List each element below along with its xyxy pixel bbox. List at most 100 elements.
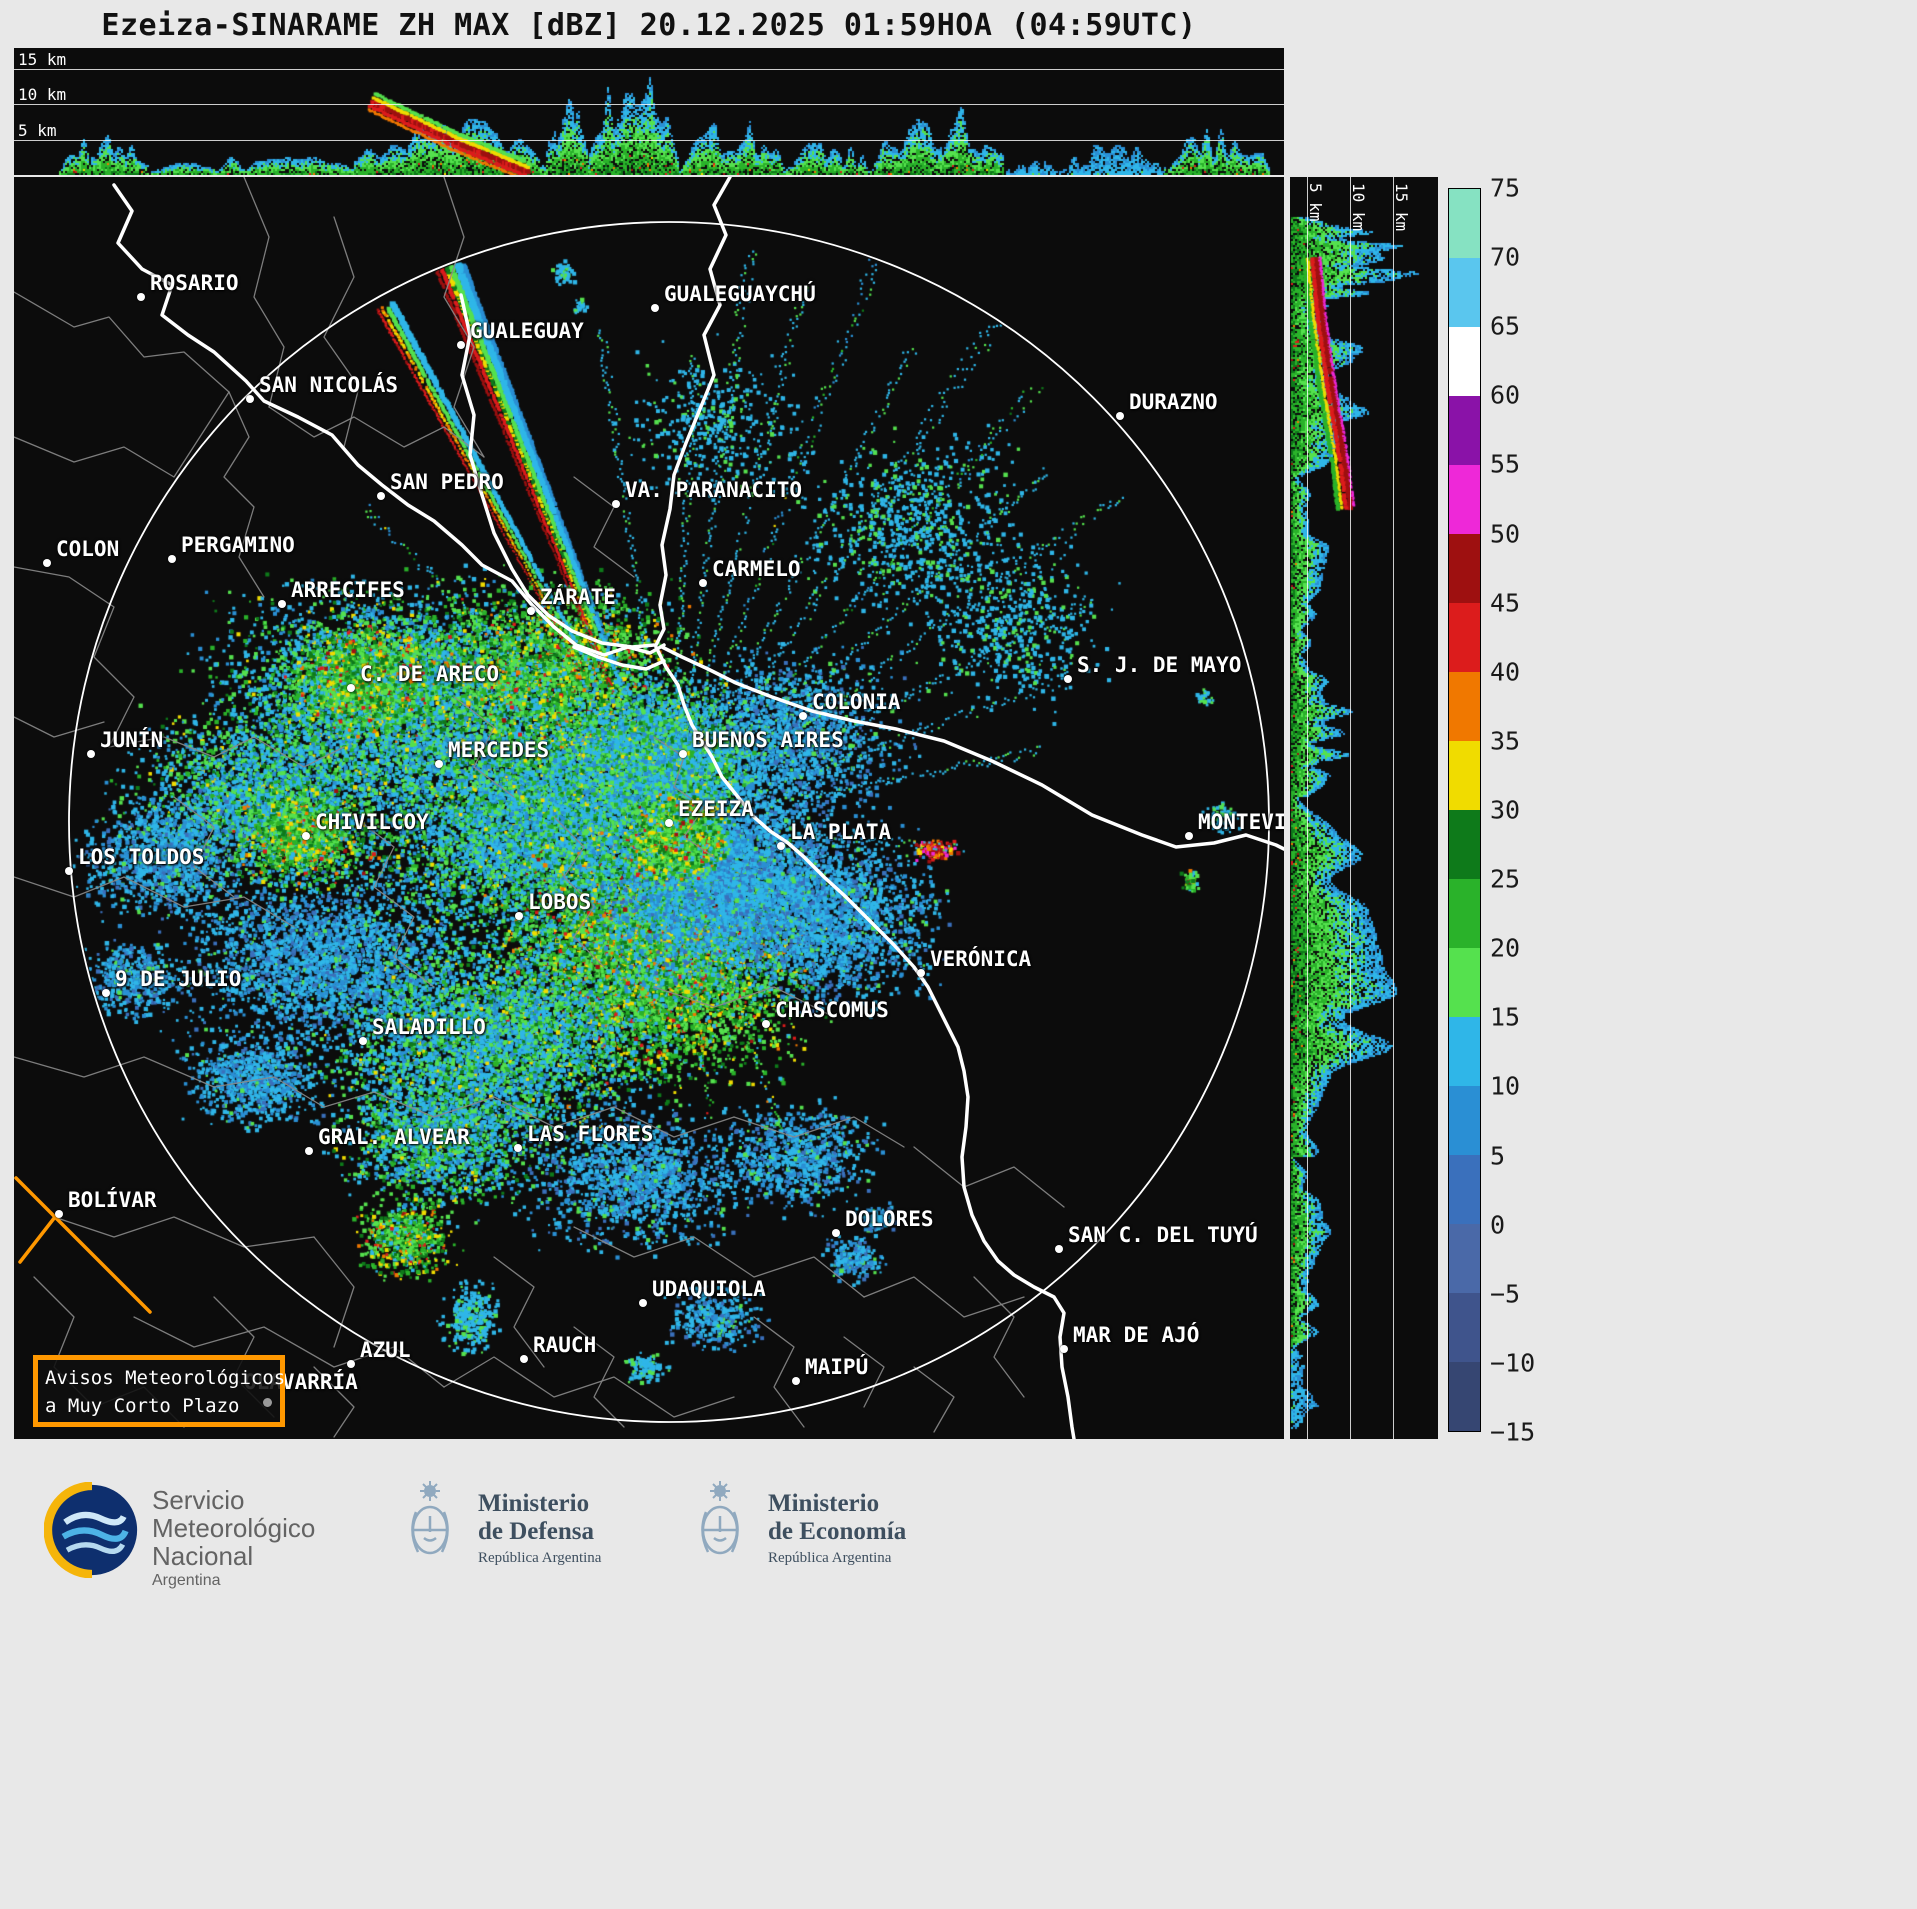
- colorbar-segment: [1449, 1224, 1480, 1293]
- province-boundary-line: [573, 1326, 625, 1428]
- city-dot: [65, 867, 73, 875]
- province-boundary-line: [443, 177, 485, 458]
- province-boundary-line: [843, 1336, 885, 1408]
- altitude-label-5km: 5 km: [18, 121, 57, 140]
- city-dot: [699, 579, 707, 587]
- top-cross-section-canvas: [14, 48, 1284, 175]
- altitude-label-5km-v: 5 km: [1306, 183, 1325, 222]
- river-coastline: [660, 645, 1284, 851]
- city-dot: [1116, 412, 1124, 420]
- economia-coat-of-arms-icon: [688, 1478, 752, 1570]
- main-radar-panel: ROSARIO GUALEGUAYCHÚ GUALEGUAY SAN NICOLÁS D…: [14, 177, 1284, 1439]
- province-boundary-line: [353, 816, 435, 988]
- city-dot: [651, 304, 659, 312]
- smn-wordmark: Servicio Meteorológico Nacional: [152, 1486, 315, 1570]
- smn-line1: Servicio: [152, 1485, 245, 1515]
- city-label: EZEIZA: [678, 797, 754, 821]
- altitude-gridline-5km-v: [1307, 177, 1308, 1439]
- province-boundary-line: [863, 1276, 1025, 1318]
- colorbar-segment: [1449, 879, 1480, 948]
- colorbar-tick-label: 5: [1490, 1141, 1506, 1171]
- smn-line2: Meteorológico: [152, 1513, 316, 1543]
- city-label: CHIVILCOY: [315, 810, 429, 834]
- warning-line2: a Muy Corto Plazo: [45, 1395, 240, 1417]
- city-label: VERÓNICA: [930, 947, 1032, 971]
- colorbar-segment: [1449, 1362, 1480, 1431]
- colorbar-tick-label: 55: [1490, 449, 1521, 479]
- city-dot: [799, 712, 807, 720]
- colorbar-tick-label: 75: [1490, 173, 1521, 203]
- province-boundary-line: [453, 696, 515, 798]
- warning-polygon-line: [18, 1215, 57, 1264]
- colorbar-segment: [1449, 741, 1480, 810]
- colorbar-tick-label: 10: [1490, 1071, 1521, 1101]
- city-dot: [102, 989, 110, 997]
- economia-line1: Ministerio: [768, 1490, 880, 1517]
- altitude-gridline-10km: [14, 104, 1284, 105]
- city-dot: [55, 1210, 63, 1218]
- colorbar-tick-label: −15: [1490, 1417, 1536, 1447]
- defensa-line2: de Defensa: [478, 1518, 594, 1545]
- province-boundary-line: [323, 216, 360, 448]
- dbz-colorbar-ticks: 75 70 65 60 55 50 45 40 35 30 25 20 15 10 5 0 −5 −10 −15: [1490, 174, 1570, 1447]
- province-boundary-line: [653, 986, 835, 1018]
- city-dot: [520, 1355, 528, 1363]
- province-boundary-line: [753, 1316, 805, 1428]
- colorbar-tick-label: 0: [1490, 1210, 1506, 1240]
- colorbar-segment: [1449, 810, 1480, 879]
- city-dot-faded: [263, 1398, 272, 1407]
- city-dot: [1055, 1245, 1063, 1253]
- city-label: SAN C. DEL TUYÚ: [1068, 1223, 1258, 1247]
- province-boundary-line: [913, 1146, 1065, 1208]
- city-dot: [792, 1377, 800, 1385]
- river-coastline: [654, 645, 1076, 1439]
- map-overlay: [14, 177, 1284, 1439]
- city-label: COLON: [56, 537, 120, 561]
- altitude-gridline-10km-v: [1350, 177, 1351, 1439]
- province-boundary-line: [108, 736, 345, 768]
- city-label: 9 DE JULIO: [115, 967, 242, 991]
- province-boundary-line: [14, 291, 230, 393]
- city-label: AZUL: [360, 1338, 411, 1362]
- city-dot: [278, 600, 286, 608]
- province-boundary-line: [268, 406, 485, 458]
- city-label: LA PLATA: [790, 820, 892, 844]
- colorbar-segment: [1449, 1155, 1480, 1224]
- right-cross-section-canvas: [1290, 177, 1438, 1439]
- city-label: COLONIA: [812, 690, 901, 714]
- colorbar-tick-label: 70: [1490, 242, 1521, 272]
- city-label: CHASCOMUS: [775, 998, 889, 1022]
- altitude-label-15km-v: 15 km: [1392, 183, 1411, 232]
- river-coastline: [572, 645, 666, 671]
- altitude-label-10km: 10 km: [18, 85, 67, 104]
- city-dot: [359, 1037, 367, 1045]
- city-label: SALADILLO: [372, 1015, 486, 1039]
- colorbar-tick-label: 40: [1490, 657, 1521, 687]
- colorbar-segment: [1449, 396, 1480, 465]
- city-label: SAN NICOLÁS: [259, 373, 399, 397]
- city-label: CARMELO: [712, 557, 801, 581]
- province-boundary-line: [223, 391, 265, 598]
- warning-box: Avisos Meteorológicos a Muy Corto Plazo: [33, 1355, 285, 1427]
- colorbar-tick-label: 25: [1490, 864, 1521, 894]
- province-boundary-line: [973, 1276, 1025, 1398]
- city-label: LAS FLORES: [527, 1122, 654, 1146]
- colorbar-segment: [1449, 948, 1480, 1017]
- defensa-line1: Ministerio: [478, 1490, 590, 1517]
- city-dot: [43, 559, 51, 567]
- defensa-coat-of-arms-icon: [398, 1478, 462, 1570]
- colorbar-tick-label: 20: [1490, 933, 1521, 963]
- city-dot: [1185, 832, 1193, 840]
- city-label: DOLORES: [845, 1207, 934, 1231]
- province-boundary-line: [14, 1056, 375, 1108]
- province-boundary-line: [173, 796, 235, 898]
- colorbar-segment: [1449, 1017, 1480, 1086]
- city-dot: [168, 555, 176, 563]
- province-boundary-line: [443, 1356, 735, 1418]
- province-boundary-line: [14, 566, 135, 748]
- colorbar-tick-label: 15: [1490, 1002, 1521, 1032]
- city-dot: [832, 1229, 840, 1237]
- city-dot: [305, 1147, 313, 1155]
- radar-echo-canvas: [14, 177, 1284, 1439]
